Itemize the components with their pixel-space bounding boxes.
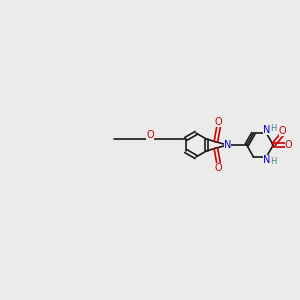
Text: H: H <box>270 124 277 133</box>
Text: O: O <box>215 117 223 127</box>
Text: H: H <box>270 157 277 166</box>
Text: O: O <box>215 163 223 173</box>
Text: O: O <box>146 130 154 140</box>
Text: N: N <box>263 125 270 136</box>
Text: O: O <box>279 125 286 136</box>
Text: N: N <box>263 154 270 164</box>
Text: N: N <box>224 140 231 150</box>
Text: O: O <box>285 140 292 150</box>
